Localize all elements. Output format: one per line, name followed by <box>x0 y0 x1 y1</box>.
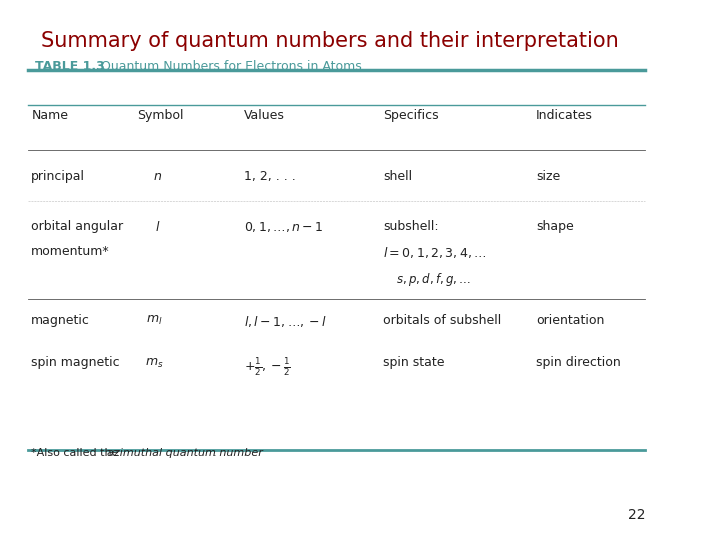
Text: orientation: orientation <box>536 314 604 327</box>
Text: $l = 0, 1, 2, 3, 4, \ldots$: $l = 0, 1, 2, 3, 4, \ldots$ <box>383 245 487 260</box>
Text: principal: principal <box>31 170 85 183</box>
Text: spin magnetic: spin magnetic <box>31 356 120 369</box>
Text: Summary of quantum numbers and their interpretation: Summary of quantum numbers and their int… <box>41 31 619 51</box>
Text: Symbol: Symbol <box>138 110 184 123</box>
Text: *Also called the: *Also called the <box>31 448 122 458</box>
Text: subshell:: subshell: <box>383 219 438 233</box>
Text: $0, 1, \ldots, n-1$: $0, 1, \ldots, n-1$ <box>244 219 323 233</box>
Text: momentum*: momentum* <box>31 245 110 258</box>
Text: .: . <box>213 448 217 458</box>
Text: shell: shell <box>383 170 413 183</box>
Text: orbital angular: orbital angular <box>31 219 123 233</box>
Text: Indicates: Indicates <box>536 110 593 123</box>
Text: spin direction: spin direction <box>536 356 621 369</box>
Text: $+\frac{1}{2}, -\frac{1}{2}$: $+\frac{1}{2}, -\frac{1}{2}$ <box>244 356 291 379</box>
Text: $m_l$: $m_l$ <box>146 314 163 327</box>
Text: shape: shape <box>536 219 574 233</box>
Text: Name: Name <box>31 110 68 123</box>
Text: $n$: $n$ <box>153 170 162 183</box>
Text: 1, 2, . . .: 1, 2, . . . <box>244 170 295 183</box>
Text: Quantum Numbers for Electrons in Atoms: Quantum Numbers for Electrons in Atoms <box>93 60 361 73</box>
Text: magnetic: magnetic <box>31 314 90 327</box>
Text: Specifics: Specifics <box>383 110 438 123</box>
Text: $s, p, d, f, g, \ldots$: $s, p, d, f, g, \ldots$ <box>397 271 472 288</box>
Text: $l, l-1, \ldots, -l$: $l, l-1, \ldots, -l$ <box>244 314 326 328</box>
Text: orbitals of subshell: orbitals of subshell <box>383 314 501 327</box>
Text: $m_s$: $m_s$ <box>145 356 163 369</box>
Text: spin state: spin state <box>383 356 445 369</box>
Text: azimuthal quantum number: azimuthal quantum number <box>107 448 263 458</box>
Text: TABLE 1.3: TABLE 1.3 <box>35 60 104 73</box>
Text: 22: 22 <box>628 509 645 523</box>
Text: size: size <box>536 170 560 183</box>
Text: Values: Values <box>244 110 284 123</box>
Text: $l$: $l$ <box>155 219 160 233</box>
